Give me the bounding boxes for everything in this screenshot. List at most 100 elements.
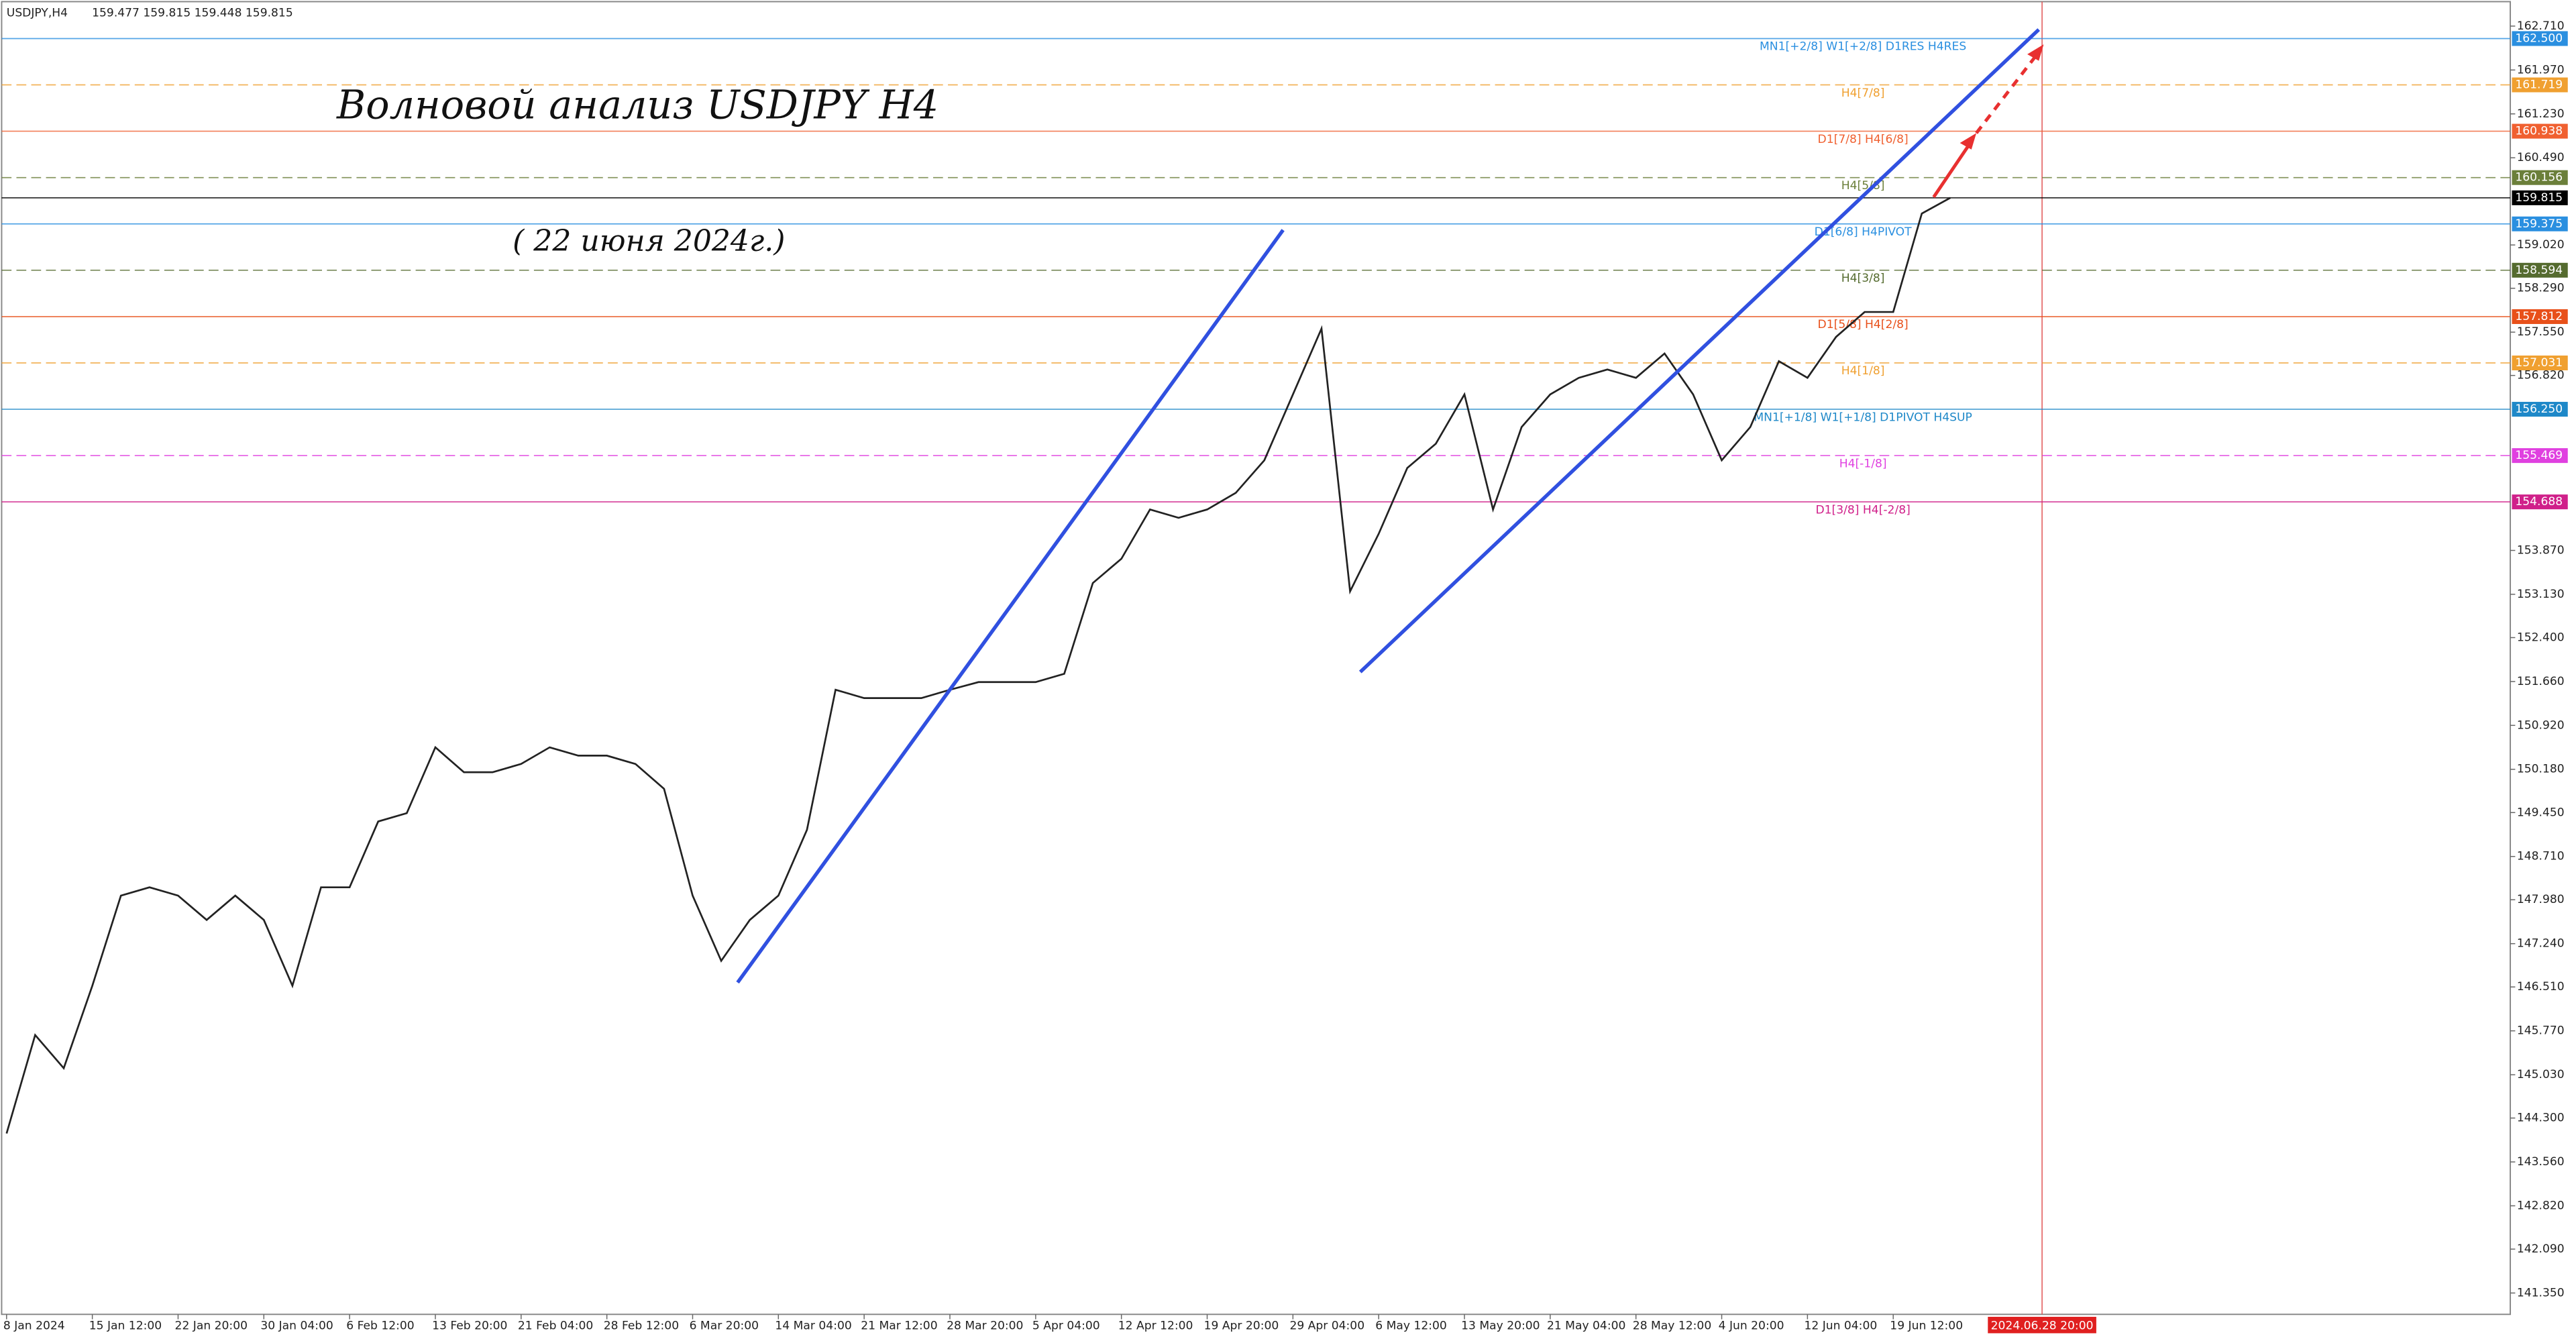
x-tick-label: 8 Jan 2024 [3,1319,65,1332]
x-tick-label: 6 Feb 12:00 [346,1319,414,1332]
level-tag-label: 154.688 [2515,495,2563,508]
chart-subtitle: ( 22 июня 2024г.) [513,224,785,258]
level-tag-label: 158.594 [2515,264,2563,277]
level-label: H4[1/8] [1841,364,1885,378]
plot-frame [1,1,2512,1316]
level-tag [2512,262,2568,278]
level-tag [2512,31,2568,46]
level-label: MN1[+2/8] W1[+2/8] D1RES H4RES [1760,40,1966,54]
trend-line [1358,28,2041,674]
symbol: USDJPY,H4 [7,7,68,20]
marker-label: 2024.06.28 20:00 [1991,1319,2094,1332]
chart-title: Волновой анализ USDJPY H4 [336,82,938,128]
level-tag-label: 161.719 [2515,78,2563,92]
y-tick-label: 156.820 [2517,369,2565,382]
level-tag [2512,170,2568,185]
level-label: D1[6/8] H4PIVOT [1815,225,1912,239]
x-tick-label: 4 Jun 20:00 [1719,1319,1784,1332]
x-tick-label: 15 Jan 12:00 [89,1319,162,1332]
y-tick-label: 146.510 [2517,980,2565,994]
x-tick-label: 13 Feb 20:00 [432,1319,507,1332]
x-tick-label: 6 May 12:00 [1375,1319,1447,1332]
x-tick-label: 28 Mar 20:00 [947,1319,1023,1332]
y-tick-label: 153.130 [2517,588,2565,601]
level-label: H4[5/8] [1841,179,1885,193]
y-tick-label: 161.230 [2517,107,2565,121]
level-label: H4[7/8] [1841,87,1885,100]
y-tick-label: 141.350 [2517,1286,2565,1299]
y-tick-label: 152.400 [2517,631,2565,644]
arrow-head [1960,133,1977,150]
level-label: D1[7/8] H4[6/8] [1818,133,1909,146]
x-tick-label: 22 Jan 20:00 [175,1319,248,1332]
x-tick-label: 30 Jan 04:00 [260,1319,333,1332]
x-tick-label: 29 Apr 04:00 [1289,1319,1364,1332]
y-tick-label: 157.550 [2517,325,2565,339]
level-tag-label: 160.938 [2515,125,2563,138]
x-tick-label: 28 May 12:00 [1633,1319,1711,1332]
y-tick-label: 147.980 [2517,893,2565,906]
x-tick-label: 13 May 20:00 [1461,1319,1540,1332]
level-tag-label: 157.812 [2515,310,2563,323]
y-tick-label: 150.180 [2517,763,2565,776]
y-tick-label: 151.660 [2517,675,2565,688]
level-label: MN1[+1/8] W1[+1/8] D1PIVOT H4SUP [1754,411,1972,424]
y-tick-label: 144.300 [2517,1112,2565,1125]
y-tick-label: 149.450 [2517,806,2565,819]
y-tick-label: 147.240 [2517,937,2565,951]
x-tick-label: 6 Mar 20:00 [690,1319,759,1332]
level-tag [2512,309,2568,324]
arrow-head [2027,44,2044,61]
x-tick-label: 12 Apr 12:00 [1118,1319,1193,1332]
level-tag-label: 159.375 [2515,217,2563,231]
level-tag [2512,402,2568,417]
y-tick-label: 142.820 [2517,1199,2565,1212]
levels: 162.500 MN1[+2/8] W1[+2/8] D1RES H4RES 161… [1,31,2568,517]
forecast-arrow [1932,140,1973,199]
x-tick-label: 19 Apr 20:00 [1204,1319,1279,1332]
y-tick-label: 150.920 [2517,718,2565,732]
level-tag-label: 157.031 [2515,356,2563,370]
level-tag [2512,494,2568,510]
y-tick-label: 145.770 [2517,1024,2565,1038]
level-tag-label: 160.156 [2515,171,2563,184]
level-tag [2512,448,2568,464]
x-tick-label: 21 Feb 04:00 [518,1319,593,1332]
level-tag [2512,123,2568,139]
x-tick-label: 14 Mar 04:00 [775,1319,851,1332]
price-line [5,197,1951,1134]
level-tag [2512,77,2568,93]
trend-line [736,229,1285,984]
marker-tag [1988,1316,2096,1334]
x-tick-label: 19 Jun 12:00 [1890,1319,1963,1332]
y-tick-label: 160.490 [2517,151,2565,164]
y-tick-label: 153.870 [2517,543,2565,557]
ohlc: 159.477 159.815 159.448 159.815 [92,7,293,20]
y-tick-label: 159.020 [2517,238,2565,252]
x-tick-label: 21 May 04:00 [1547,1319,1625,1332]
price [5,197,1951,1134]
level-tag-label: 155.469 [2515,449,2563,462]
level-tag [2512,355,2568,371]
level-tag-label: 156.250 [2515,403,2563,416]
level-tag [2512,190,2568,205]
level-label: D1[5/8] H4[2/8] [1818,318,1909,331]
level-label: H4[-1/8] [1839,457,1887,470]
level-label: H4[3/8] [1841,272,1885,285]
y-tick-label: 148.710 [2517,850,2565,863]
y-tick-label: 161.970 [2517,63,2565,76]
level-tag-label: 162.500 [2515,32,2563,45]
level-tag [2512,216,2568,231]
y-tick-label: 145.030 [2517,1068,2565,1081]
forecast-arrow [1975,53,2039,134]
y-tick-label: 142.090 [2517,1242,2565,1256]
y-tick-label: 143.560 [2517,1155,2565,1169]
x-tick-label: 12 Jun 04:00 [1804,1319,1877,1332]
level-tag-label: 159.815 [2515,191,2563,205]
y-tick-label: 162.710 [2517,19,2565,33]
y-tick-label: 158.290 [2517,282,2565,295]
x-tick-label: 28 Feb 12:00 [604,1319,679,1332]
x-tick-label: 5 Apr 04:00 [1032,1319,1100,1332]
